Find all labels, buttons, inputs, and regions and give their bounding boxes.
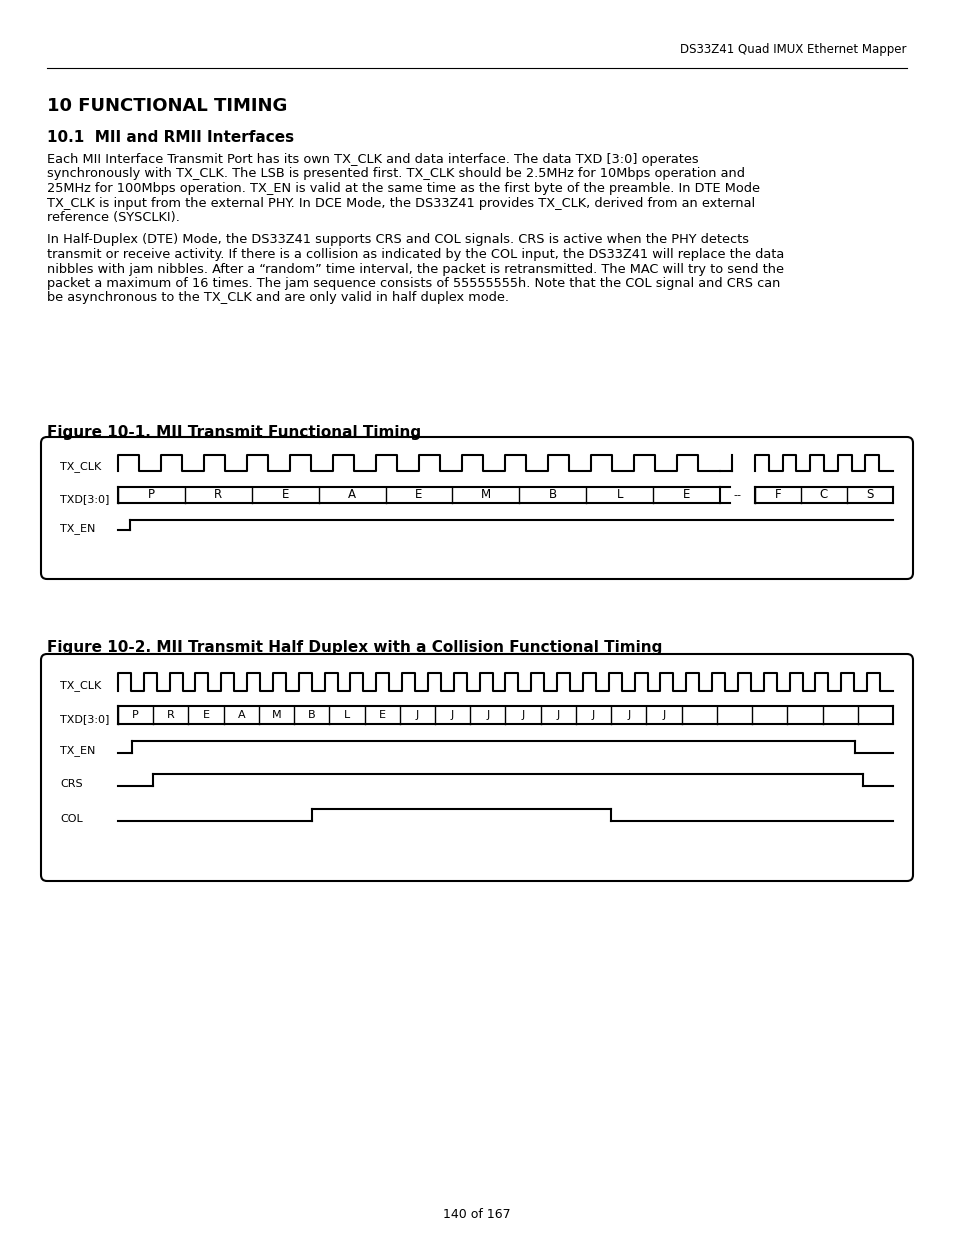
Text: E: E [202,710,210,720]
FancyBboxPatch shape [41,655,912,881]
Text: 140 of 167: 140 of 167 [443,1209,510,1221]
Text: Each MII Interface Transmit Port has its own TX_CLK and data interface. The data: Each MII Interface Transmit Port has its… [47,153,698,165]
Text: J: J [626,710,630,720]
Text: J: J [661,710,665,720]
Text: TXD[3:0]: TXD[3:0] [60,714,110,724]
Text: J: J [416,710,418,720]
Text: M: M [480,489,491,501]
Text: COL: COL [60,814,83,824]
Text: J: J [486,710,489,720]
Text: nibbles with jam nibbles. After a “random” time interval, the packet is retransm: nibbles with jam nibbles. After a “rando… [47,263,783,275]
Text: DS33Z41 Quad IMUX Ethernet Mapper: DS33Z41 Quad IMUX Ethernet Mapper [679,43,906,56]
Text: M: M [272,710,281,720]
Text: B: B [548,489,557,501]
Text: S: S [865,489,873,501]
FancyBboxPatch shape [41,437,912,579]
Text: TX_EN: TX_EN [60,746,95,757]
Text: L: L [616,489,622,501]
Text: C: C [819,489,827,501]
Text: E: E [415,489,422,501]
Text: TX_CLK is input from the external PHY. In DCE Mode, the DS33Z41 provides TX_CLK,: TX_CLK is input from the external PHY. I… [47,196,755,210]
Text: E: E [682,489,690,501]
Text: 10 FUNCTIONAL TIMING: 10 FUNCTIONAL TIMING [47,98,287,115]
Text: R: R [167,710,174,720]
Text: TX_CLK: TX_CLK [60,680,101,692]
Text: In Half-Duplex (DTE) Mode, the DS33Z41 supports CRS and COL signals. CRS is acti: In Half-Duplex (DTE) Mode, the DS33Z41 s… [47,233,748,247]
Text: A: A [237,710,245,720]
Text: 10.1  MII and RMII Interfaces: 10.1 MII and RMII Interfaces [47,130,294,144]
Text: F: F [774,489,781,501]
Text: --: -- [732,490,740,500]
Text: R: R [214,489,222,501]
Text: synchronously with TX_CLK. The LSB is presented first. TX_CLK should be 2.5MHz f: synchronously with TX_CLK. The LSB is pr… [47,168,744,180]
Text: 25MHz for 100Mbps operation. TX_EN is valid at the same time as the first byte o: 25MHz for 100Mbps operation. TX_EN is va… [47,182,760,195]
Text: B: B [308,710,315,720]
Text: A: A [348,489,355,501]
Text: TXD[3:0]: TXD[3:0] [60,494,110,504]
Text: J: J [451,710,454,720]
Text: E: E [281,489,289,501]
Text: be asynchronous to the TX_CLK and are only valid in half duplex mode.: be asynchronous to the TX_CLK and are on… [47,291,509,305]
Text: L: L [343,710,350,720]
Text: P: P [148,489,154,501]
Text: TX_EN: TX_EN [60,524,95,535]
Text: Figure 10-1. MII Transmit Functional Timing: Figure 10-1. MII Transmit Functional Tim… [47,425,420,440]
Text: transmit or receive activity. If there is a collision as indicated by the COL in: transmit or receive activity. If there i… [47,248,783,261]
Text: packet a maximum of 16 times. The jam sequence consists of 55555555h. Note that : packet a maximum of 16 times. The jam se… [47,277,780,290]
Text: J: J [557,710,559,720]
Text: Figure 10-2. MII Transmit Half Duplex with a Collision Functional Timing: Figure 10-2. MII Transmit Half Duplex wi… [47,640,661,655]
Text: E: E [378,710,385,720]
Text: P: P [132,710,139,720]
Text: CRS: CRS [60,779,83,789]
Text: reference (SYSCLKI).: reference (SYSCLKI). [47,211,180,224]
Text: J: J [591,710,595,720]
Text: TX_CLK: TX_CLK [60,462,101,473]
Text: J: J [521,710,524,720]
